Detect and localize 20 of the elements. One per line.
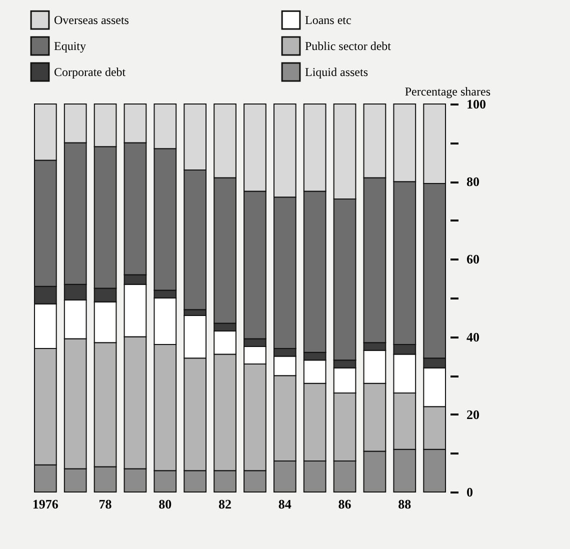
y-tick-label: 100 — [466, 96, 486, 112]
x-tick-label: 82 — [218, 496, 232, 512]
x-tick-label: 88 — [398, 496, 412, 512]
y-axis-title: Percentage shares — [404, 84, 491, 98]
x-tick-label: 1976 — [32, 496, 59, 512]
x-tick-label: 86 — [338, 496, 352, 512]
x-tick-label: 80 — [158, 496, 172, 512]
legend-label: Public sector debt — [305, 39, 392, 53]
y-tick-label: 40 — [466, 329, 480, 344]
legend-label: Liquid assets — [305, 65, 368, 79]
x-tick-label: 78 — [98, 496, 112, 512]
y-tick-label: 20 — [466, 406, 480, 422]
y-tick-label: 0 — [466, 484, 473, 500]
y-tick-label: 80 — [466, 174, 480, 190]
x-tick-label: 84 — [278, 496, 292, 512]
y-tick-label: 60 — [466, 252, 480, 267]
legend-label: Equity — [54, 39, 86, 53]
legend-label: Corporate debt — [54, 65, 126, 79]
legend-label: Overseas assets — [54, 13, 130, 28]
legend-label: Loans etc — [305, 13, 352, 28]
